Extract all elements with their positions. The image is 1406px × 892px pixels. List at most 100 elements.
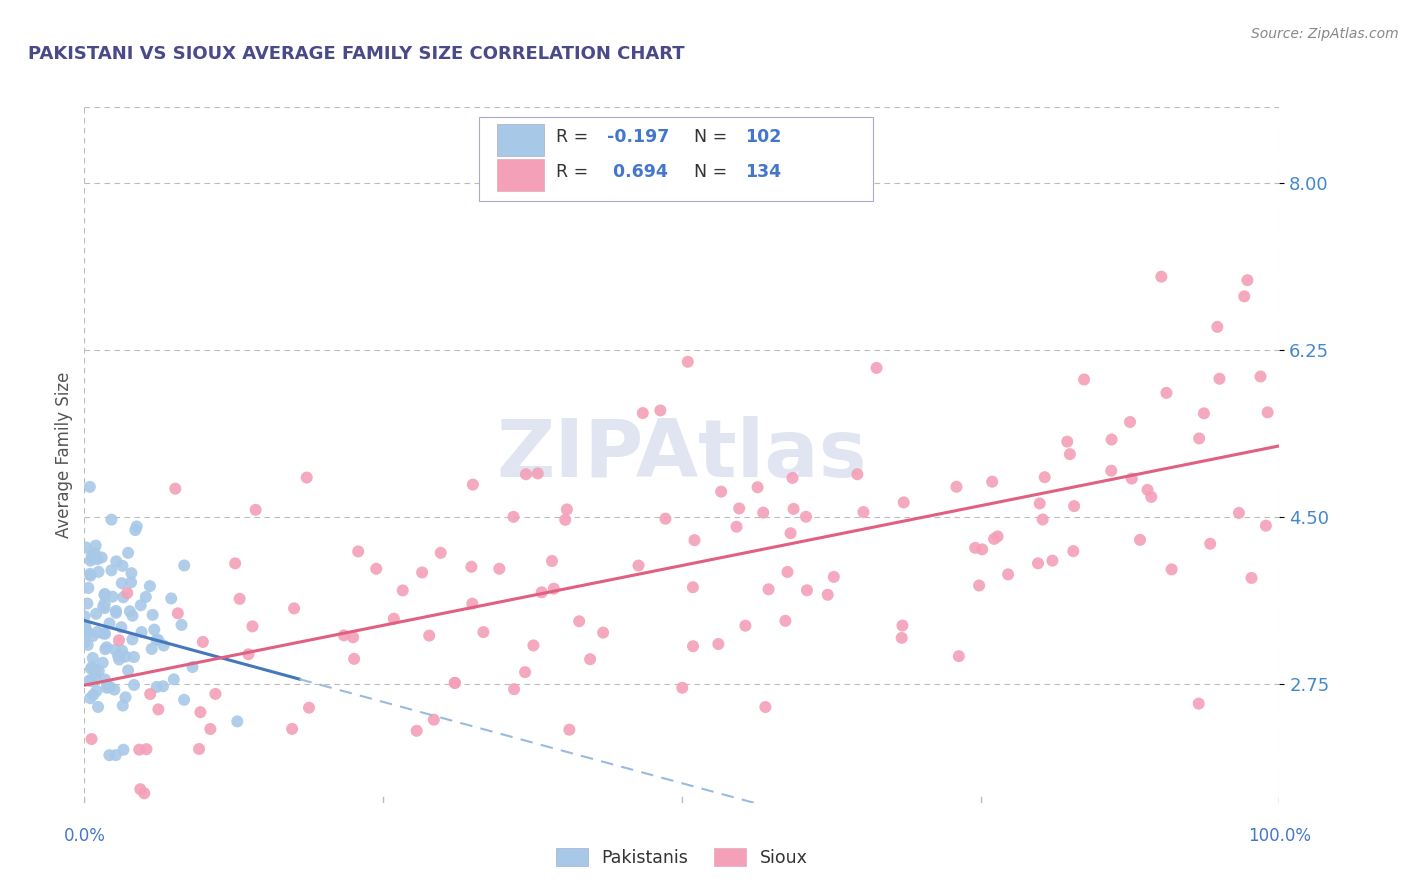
- Point: [554, 513, 576, 527]
- Point: [526, 467, 548, 481]
- Point: [108, 652, 131, 666]
- Point: [794, 509, 817, 524]
- Point: [139, 687, 162, 701]
- Point: [1063, 499, 1085, 513]
- Point: [891, 618, 914, 632]
- Bar: [496, 124, 544, 156]
- Point: [472, 625, 495, 640]
- Point: [443, 676, 465, 690]
- Point: [238, 648, 260, 662]
- Point: [671, 681, 693, 695]
- Point: [342, 630, 364, 644]
- Point: [728, 501, 751, 516]
- Point: [94, 587, 117, 601]
- Point: [817, 588, 839, 602]
- Point: [114, 690, 136, 705]
- Point: [117, 664, 139, 678]
- Text: -0.197: -0.197: [606, 128, 669, 146]
- Point: [77, 673, 100, 688]
- Point: [75, 635, 97, 649]
- Point: [94, 596, 117, 610]
- Point: [846, 467, 869, 482]
- Point: [298, 700, 321, 714]
- Point: [79, 568, 101, 582]
- Point: [796, 583, 818, 598]
- Point: [87, 664, 110, 678]
- Point: [84, 607, 107, 621]
- Point: [173, 558, 195, 573]
- Point: [283, 601, 305, 615]
- Point: [83, 666, 105, 681]
- Point: [204, 687, 226, 701]
- Point: [1188, 432, 1211, 446]
- Point: [80, 548, 103, 562]
- Point: [555, 502, 578, 516]
- Point: [541, 554, 564, 568]
- Y-axis label: Average Family Size: Average Family Size: [55, 372, 73, 538]
- Point: [1250, 369, 1272, 384]
- Point: [515, 467, 537, 482]
- Point: [226, 714, 249, 729]
- Point: [75, 541, 97, 555]
- Text: 134: 134: [745, 162, 782, 181]
- Point: [460, 559, 482, 574]
- Point: [129, 782, 152, 797]
- Text: PAKISTANI VS SIOUX AVERAGE FAMILY SIZE CORRELATION CHART: PAKISTANI VS SIOUX AVERAGE FAMILY SIZE C…: [28, 45, 685, 62]
- Point: [91, 626, 114, 640]
- Point: [87, 700, 110, 714]
- Point: [228, 591, 250, 606]
- Point: [1206, 319, 1229, 334]
- Point: [1156, 385, 1178, 400]
- Point: [79, 480, 101, 494]
- Point: [461, 597, 484, 611]
- Point: [105, 554, 128, 568]
- Point: [682, 639, 704, 653]
- Point: [94, 627, 117, 641]
- Point: [683, 533, 706, 548]
- Point: [754, 700, 776, 714]
- Point: [972, 542, 994, 557]
- Point: [1042, 554, 1064, 568]
- Point: [429, 546, 451, 560]
- Point: [152, 639, 174, 653]
- Point: [80, 673, 103, 688]
- Point: [579, 652, 602, 666]
- Point: [1129, 533, 1152, 547]
- Point: [76, 638, 98, 652]
- Legend: Pakistanis, Sioux: Pakistanis, Sioux: [550, 841, 814, 874]
- Bar: [496, 159, 544, 191]
- Point: [981, 475, 1004, 489]
- Point: [75, 618, 97, 632]
- Point: [782, 471, 804, 485]
- Point: [115, 586, 138, 600]
- Point: [118, 604, 141, 618]
- Text: R =: R =: [557, 128, 595, 146]
- Point: [114, 649, 136, 664]
- Point: [967, 578, 990, 592]
- Point: [1257, 405, 1279, 419]
- Point: [444, 676, 467, 690]
- Point: [135, 742, 157, 756]
- Point: [91, 599, 114, 614]
- Point: [82, 688, 104, 702]
- Point: [423, 713, 446, 727]
- Point: [91, 656, 114, 670]
- Point: [125, 519, 148, 533]
- Point: [160, 591, 183, 606]
- Point: [650, 403, 672, 417]
- Point: [79, 566, 101, 581]
- Point: [242, 619, 264, 633]
- Text: R =: R =: [557, 162, 595, 181]
- Point: [333, 628, 356, 642]
- Point: [631, 406, 654, 420]
- Point: [405, 723, 427, 738]
- Point: [1140, 490, 1163, 504]
- Point: [112, 743, 135, 757]
- Point: [522, 639, 544, 653]
- Point: [347, 544, 370, 558]
- Point: [96, 640, 118, 655]
- Point: [865, 360, 887, 375]
- Point: [530, 585, 553, 599]
- Point: [1119, 415, 1142, 429]
- Point: [96, 679, 118, 693]
